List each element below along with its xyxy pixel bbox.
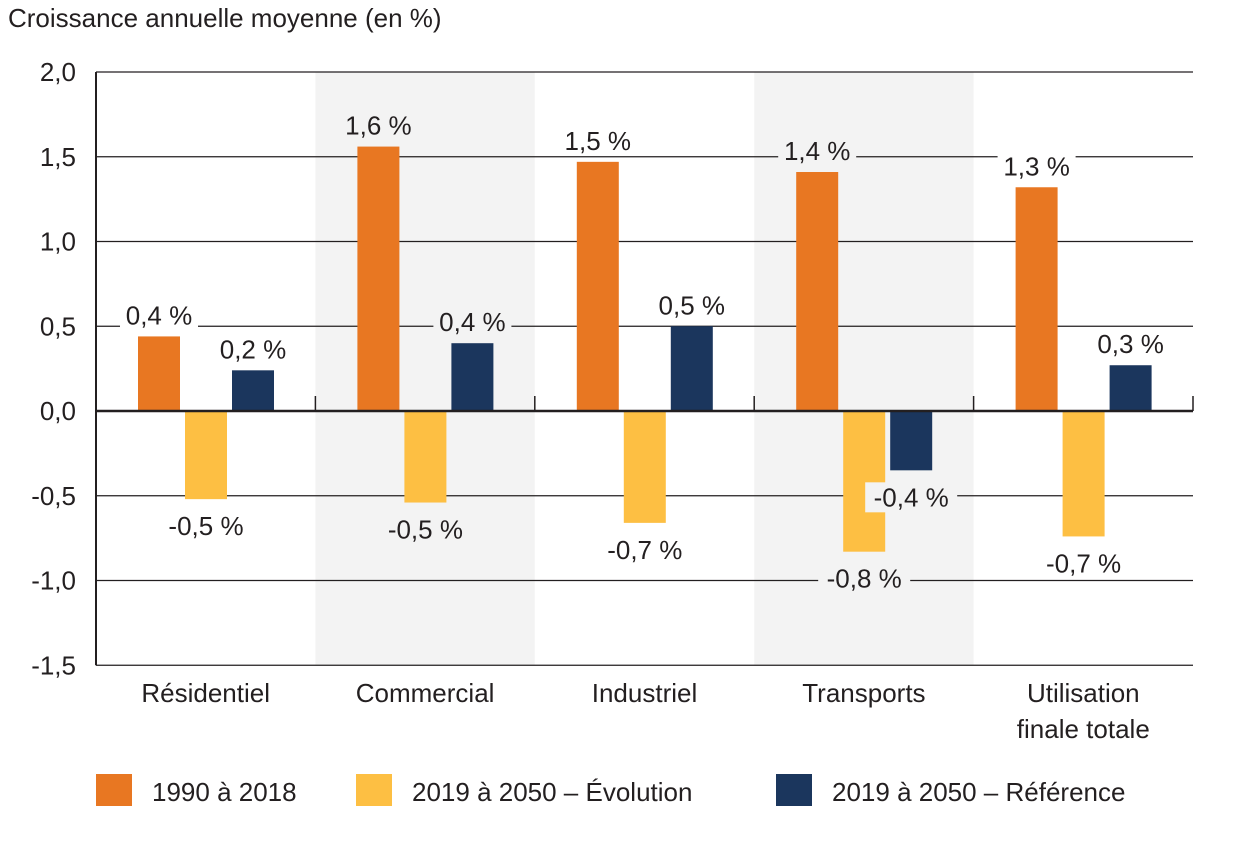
y-tick-label: 0,0 — [40, 396, 76, 426]
data-label: 0,4 % — [126, 300, 193, 330]
bar — [451, 343, 494, 411]
y-tick-label: 1,5 — [40, 142, 76, 172]
data-label-bg — [598, 534, 691, 565]
bar — [623, 411, 666, 523]
legend-label: 1990 à 2018 — [152, 777, 297, 807]
bar — [1109, 365, 1152, 411]
bar — [1015, 187, 1058, 411]
x-tick-label: finale totale — [1017, 714, 1150, 744]
bar — [890, 411, 933, 471]
data-label-bg — [997, 151, 1076, 182]
chart-title: Croissance annuelle moyenne (en %) — [8, 3, 442, 33]
data-label: -0,7 % — [607, 535, 682, 565]
data-label-bg — [778, 136, 857, 167]
data-label: -0,7 % — [1046, 548, 1121, 578]
x-tick-label: Résidentiel — [141, 678, 270, 708]
bar — [138, 336, 180, 411]
y-tick-label: -1,5 — [31, 650, 76, 680]
data-label-bg — [160, 511, 252, 542]
data-label: 1,3 % — [1003, 151, 1070, 181]
data-label-bg — [379, 514, 472, 545]
data-label-bg — [120, 300, 198, 331]
legend-swatch — [356, 774, 392, 806]
data-label-bg — [339, 110, 418, 141]
data-label-bg — [558, 125, 637, 156]
bar — [670, 326, 713, 411]
legend-swatch — [96, 774, 132, 806]
data-label-bg — [865, 482, 958, 513]
data-label-bg — [652, 290, 731, 321]
legend-swatch — [776, 774, 812, 806]
y-tick-label: 2,0 — [40, 57, 76, 87]
legend-label: 2019 à 2050 – Référence — [832, 777, 1125, 807]
bar — [404, 411, 447, 503]
bar — [232, 370, 274, 411]
data-label: 1,5 % — [565, 126, 632, 156]
data-label: 0,5 % — [659, 290, 726, 320]
bar — [1062, 411, 1105, 537]
category-band — [315, 72, 535, 666]
data-label: -0,5 % — [388, 515, 463, 545]
data-label: -0,8 % — [827, 564, 902, 594]
legend-label: 2019 à 2050 – Évolution — [412, 777, 692, 807]
data-label-bg — [1091, 329, 1170, 360]
data-label: -0,5 % — [168, 511, 243, 541]
x-tick-label: Industriel — [592, 678, 698, 708]
data-label: 0,2 % — [220, 334, 287, 364]
data-label: -0,4 % — [874, 482, 949, 512]
x-tick-label: Transports — [802, 678, 925, 708]
data-label-bg — [214, 334, 292, 365]
data-label: 0,3 % — [1097, 329, 1164, 359]
bar — [576, 161, 619, 411]
bar — [357, 146, 400, 411]
x-tick-label: Commercial — [356, 678, 495, 708]
y-tick-label: -0,5 — [31, 481, 76, 511]
bar — [796, 172, 839, 411]
bar — [843, 411, 886, 552]
bar — [185, 411, 227, 500]
y-tick-label: -1,0 — [31, 566, 76, 596]
data-label: 0,4 % — [439, 307, 506, 337]
data-label-bg — [1037, 548, 1130, 579]
data-label-bg — [433, 307, 512, 338]
data-label-bg — [818, 563, 911, 594]
data-label: 1,6 % — [345, 111, 412, 141]
x-tick-label: Utilisation — [1027, 678, 1140, 708]
y-tick-label: 1,0 — [40, 227, 76, 257]
data-label: 1,4 % — [784, 136, 851, 166]
y-tick-label: 0,5 — [40, 311, 76, 341]
